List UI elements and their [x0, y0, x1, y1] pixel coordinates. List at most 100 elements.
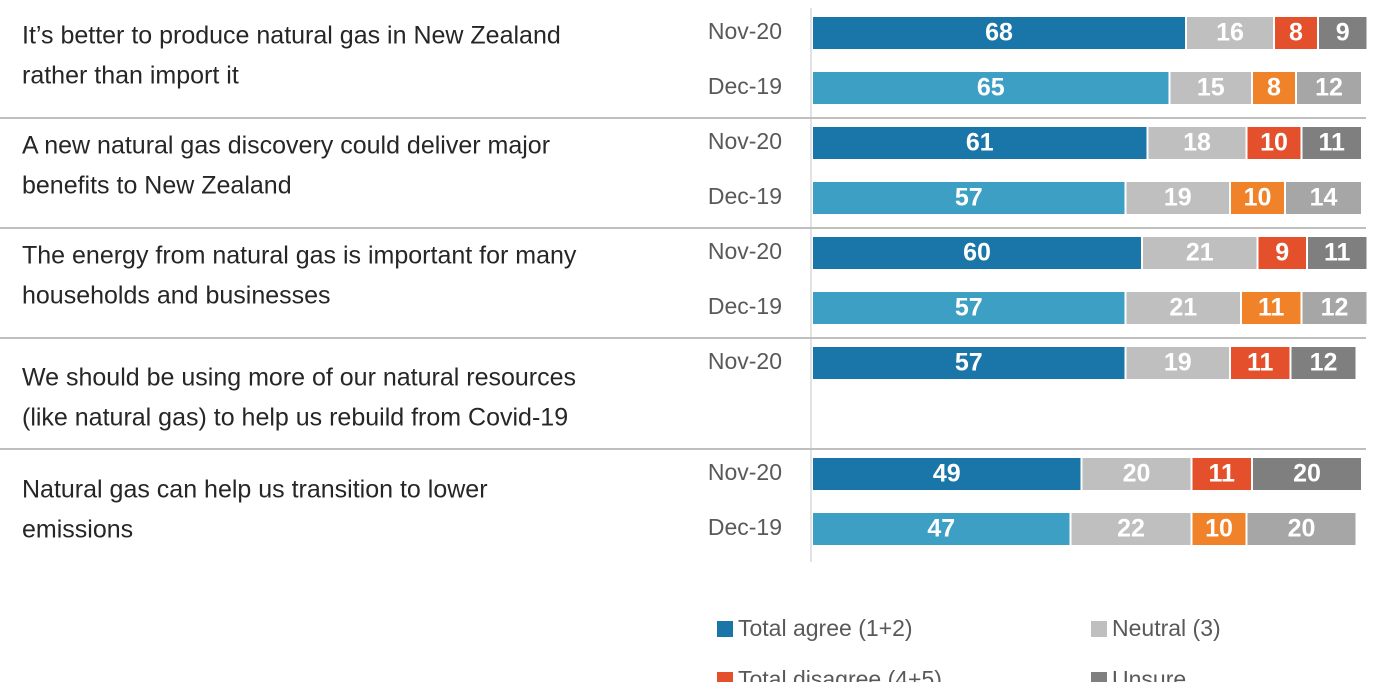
value-label: 10 — [1205, 515, 1233, 543]
bar-segment — [1286, 182, 1361, 214]
bar-segment — [1126, 292, 1240, 324]
bar-segment — [813, 127, 1147, 159]
bar-segment — [813, 182, 1125, 214]
bar-segment — [1231, 182, 1284, 214]
bar-segment — [1258, 237, 1306, 269]
bar-segment — [1291, 347, 1356, 379]
value-label: 49 — [933, 460, 961, 488]
bar-segment — [1247, 127, 1301, 159]
period-label: Dec-19 — [708, 514, 782, 540]
value-label: 15 — [1197, 74, 1225, 102]
legend-label: Total disagree (4+5) — [738, 666, 942, 682]
value-label: 11 — [1258, 294, 1285, 322]
value-label: 57 — [955, 184, 983, 212]
value-label: 65 — [977, 74, 1005, 102]
statement: A new natural gas discovery could delive… — [22, 132, 550, 160]
value-label: 18 — [1183, 129, 1211, 157]
value-label: 11 — [1324, 239, 1351, 267]
value-label: 68 — [985, 19, 1013, 47]
period-label: Nov-20 — [708, 459, 782, 485]
value-label: 57 — [955, 349, 983, 377]
statement: It’s better to produce natural gas in Ne… — [22, 22, 561, 50]
value-label: 10 — [1244, 184, 1272, 212]
value-label: 21 — [1186, 239, 1214, 267]
value-label: 21 — [1169, 294, 1197, 322]
bar-segment — [1126, 182, 1229, 214]
value-label: 12 — [1321, 294, 1349, 322]
value-label: 11 — [1209, 460, 1236, 488]
bar-segment — [1192, 458, 1251, 490]
value-label: 12 — [1310, 349, 1338, 377]
period-label: Nov-20 — [708, 18, 782, 44]
value-label: 8 — [1267, 74, 1281, 102]
period-label: Dec-19 — [708, 73, 782, 99]
bar-segment — [1319, 17, 1367, 49]
bar-segment — [1170, 72, 1251, 104]
legend-label: Total agree (1+2) — [738, 615, 913, 641]
value-label: 19 — [1164, 184, 1192, 212]
bar-segment — [1143, 237, 1257, 269]
legend-swatch — [1091, 672, 1107, 682]
period-label: Nov-20 — [708, 348, 782, 374]
bar-segment — [1297, 72, 1361, 104]
bar-segment — [1253, 72, 1295, 104]
bar-segment — [813, 17, 1185, 49]
bar-segment — [1192, 513, 1246, 545]
bar-segment — [813, 347, 1125, 379]
bar-segment — [1187, 17, 1273, 49]
value-label: 19 — [1164, 349, 1192, 377]
value-label: 8 — [1289, 19, 1303, 47]
bar-segment — [1302, 292, 1367, 324]
bar-segment — [1071, 513, 1191, 545]
statement: emissions — [22, 516, 133, 544]
legend-label: Neutral (3) — [1112, 615, 1221, 641]
value-label: 9 — [1336, 19, 1350, 47]
period-label: Dec-19 — [708, 293, 782, 319]
value-label: 11 — [1247, 349, 1274, 377]
statement: We should be using more of our natural r… — [22, 364, 576, 392]
value-label: 16 — [1216, 19, 1244, 47]
period-label: Nov-20 — [708, 238, 782, 264]
statement: rather than import it — [22, 62, 239, 90]
bar-segment — [1242, 292, 1301, 324]
bar-segment — [813, 292, 1125, 324]
bar-segment — [1308, 237, 1367, 269]
value-label: 47 — [927, 515, 955, 543]
value-label: 11 — [1319, 129, 1346, 157]
value-label: 20 — [1288, 515, 1316, 543]
value-label: 10 — [1260, 129, 1288, 157]
value-label: 20 — [1293, 460, 1321, 488]
legend-swatch — [717, 672, 733, 682]
legend-label: Unsure — [1112, 666, 1186, 682]
bar-segment — [1247, 513, 1356, 545]
bar-segment — [1253, 458, 1361, 490]
bar-segment — [813, 72, 1169, 104]
bar-segment — [1302, 127, 1361, 159]
bar-segment — [1126, 347, 1229, 379]
bar-segment — [1082, 458, 1191, 490]
period-label: Nov-20 — [708, 128, 782, 154]
statement: Natural gas can help us transition to lo… — [22, 476, 488, 504]
value-label: 12 — [1315, 74, 1343, 102]
bar-segment — [813, 458, 1081, 490]
legend-swatch — [717, 621, 733, 637]
statement: The energy from natural gas is important… — [22, 242, 577, 270]
statement: (like natural gas) to help us rebuild fr… — [22, 404, 568, 432]
value-label: 60 — [963, 239, 991, 267]
bar-segment — [1148, 127, 1246, 159]
value-label: 57 — [955, 294, 983, 322]
period-label: Dec-19 — [708, 183, 782, 209]
bar-segment — [1231, 347, 1290, 379]
value-label: 14 — [1310, 184, 1338, 212]
value-label: 22 — [1117, 515, 1145, 543]
value-label: 9 — [1275, 239, 1289, 267]
value-label: 20 — [1123, 460, 1151, 488]
legend-swatch — [1091, 621, 1107, 637]
statement: benefits to New Zealand — [22, 172, 292, 200]
statement: households and businesses — [22, 282, 331, 310]
bar-segment — [813, 237, 1141, 269]
bar-segment — [813, 513, 1070, 545]
bar-segment — [1275, 17, 1317, 49]
value-label: 61 — [966, 129, 994, 157]
